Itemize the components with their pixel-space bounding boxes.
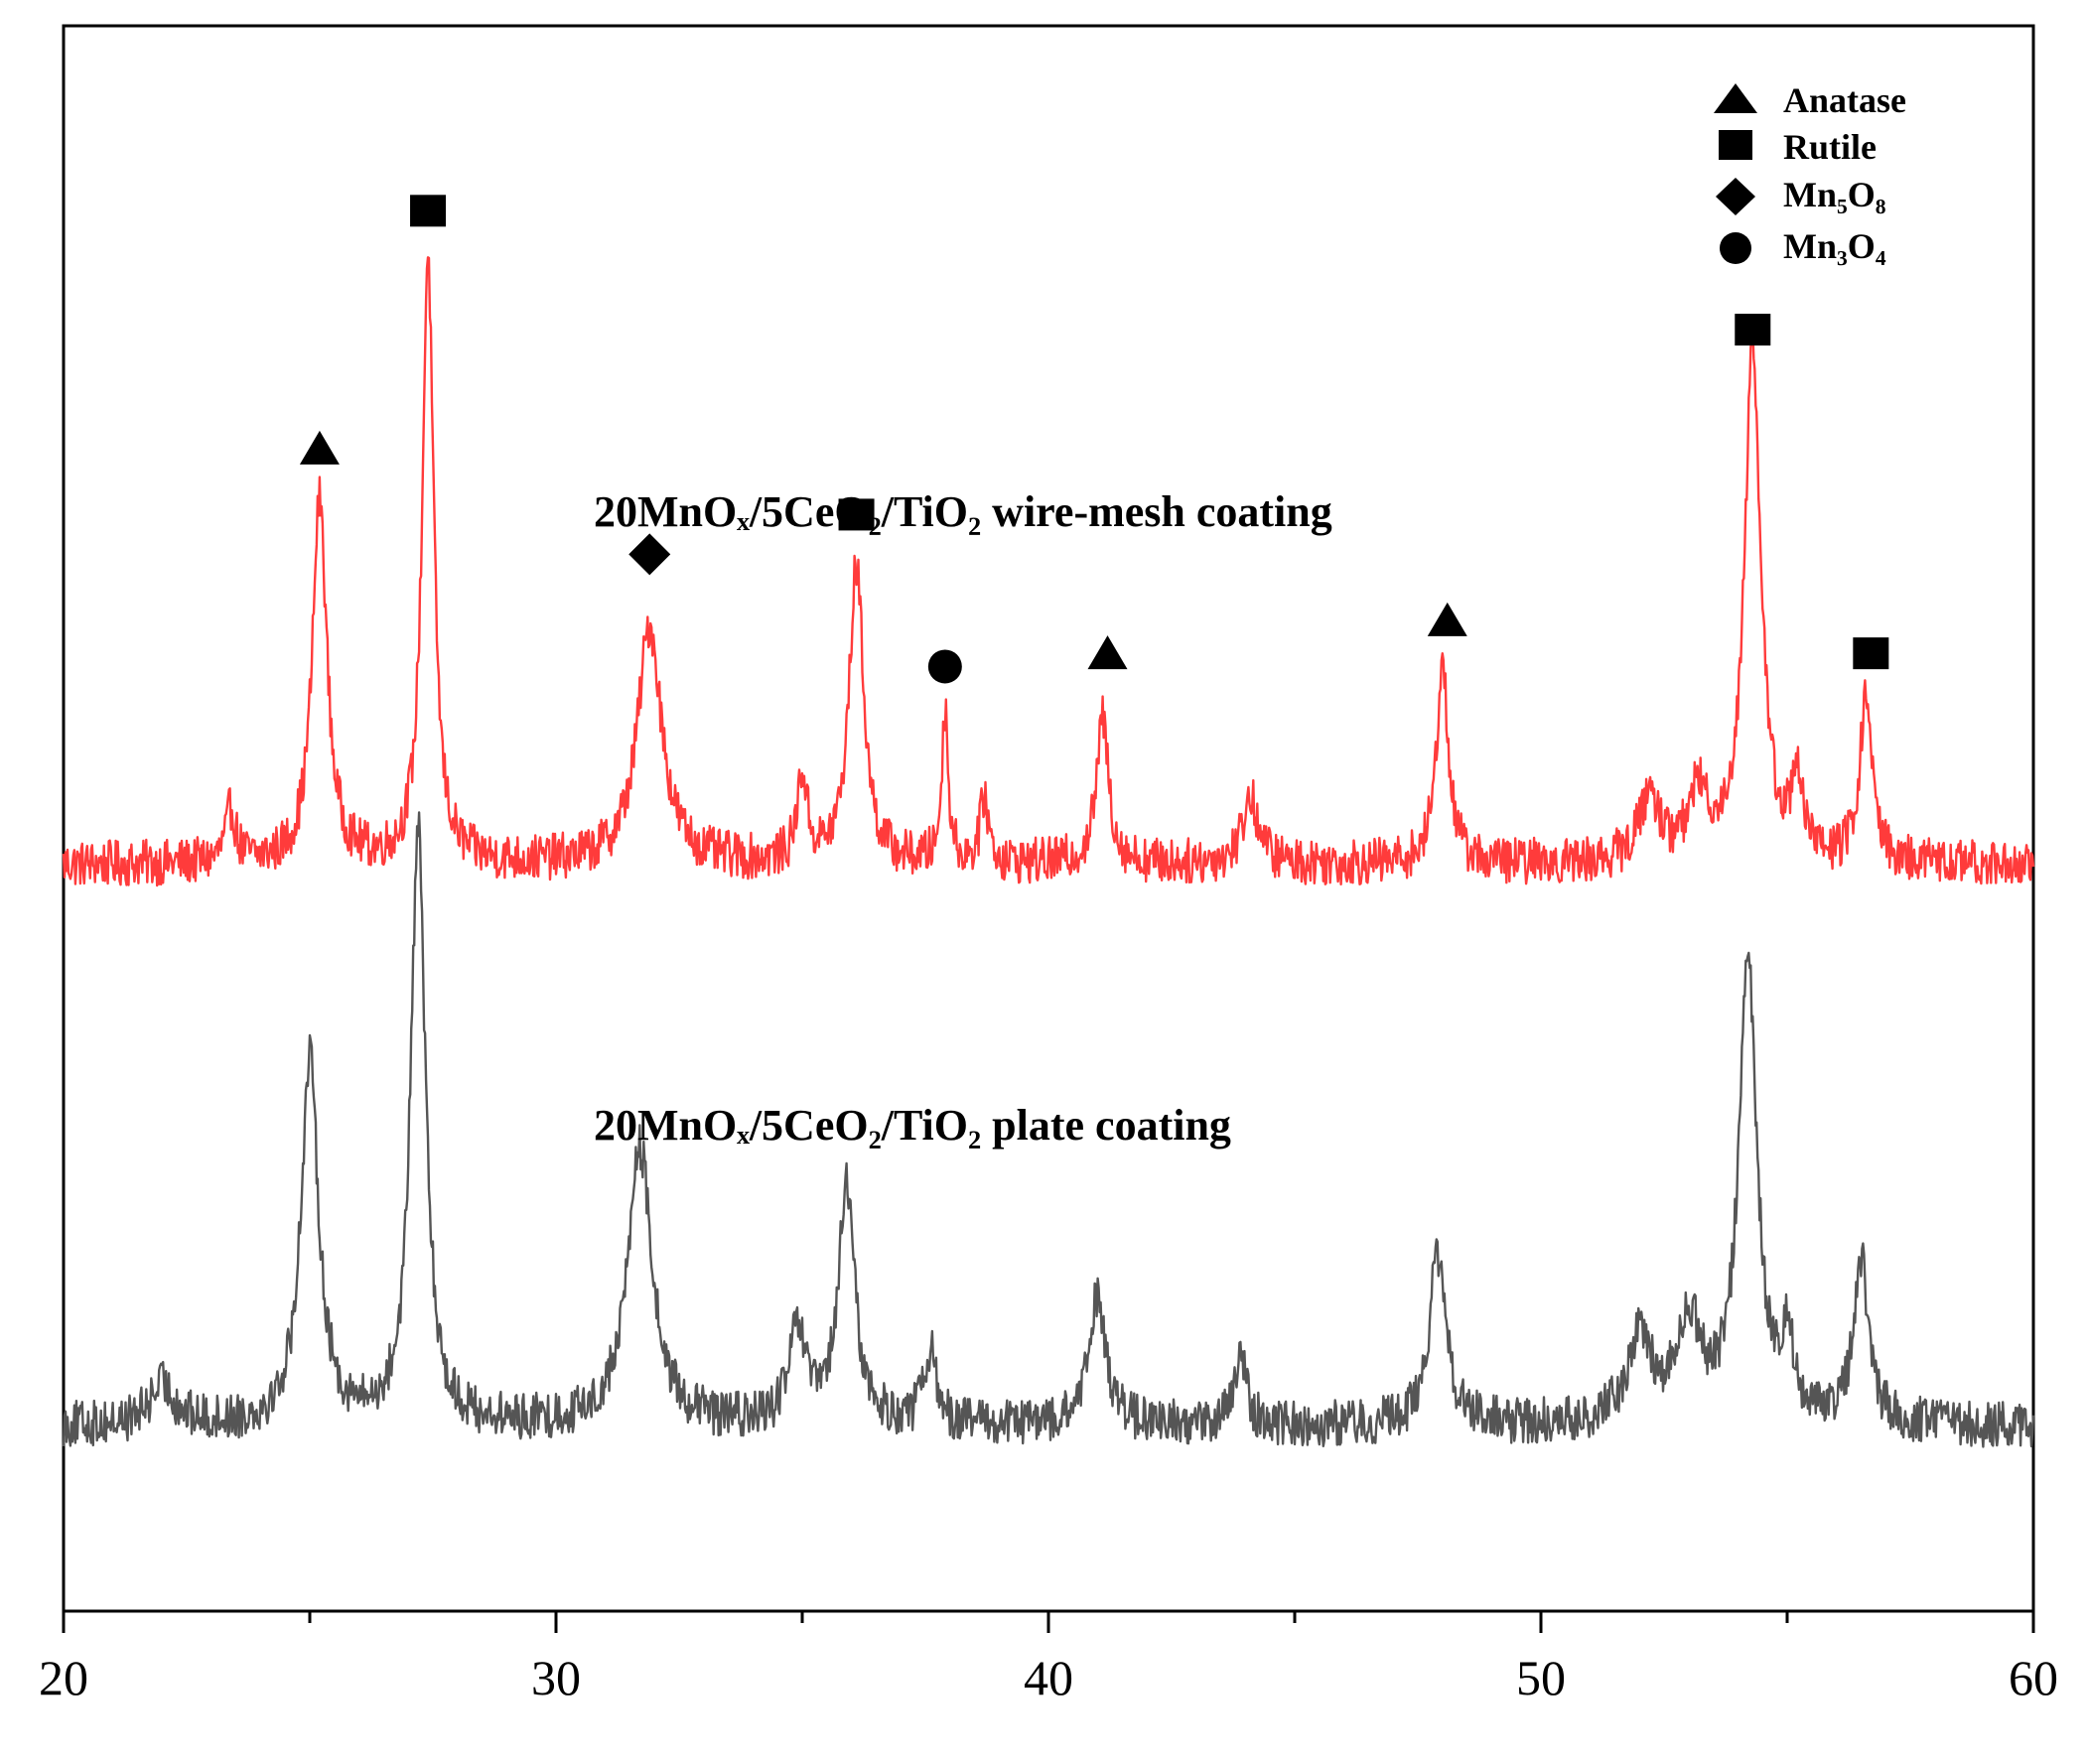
legend-circle-icon	[1720, 232, 1751, 264]
legend-label-rutile: Rutile	[1783, 127, 1877, 167]
x-tick-label-60: 60	[2009, 1650, 2058, 1705]
legend-diamond-icon	[1716, 178, 1755, 215]
peak-marker-triangle-6	[1427, 602, 1467, 636]
x-tick-label-50: 50	[1516, 1650, 1566, 1705]
series-layer	[62, 256, 2035, 1448]
peak-marker-diamond-2	[628, 533, 671, 576]
peak-marker-square-7	[1735, 314, 1771, 346]
peak-marker-circle-4	[927, 649, 962, 684]
peak-markers	[299, 195, 1889, 684]
peak-marker-square-8	[1853, 637, 1889, 670]
legend-square-icon	[1719, 130, 1752, 160]
series-line-plate	[62, 811, 2035, 1448]
legend: Anatase Rutile Mn₅O₈ Mn₃O₄	[1714, 80, 1906, 266]
x-tick-label-20: 20	[39, 1650, 88, 1705]
legend-label-anatase: Anatase	[1783, 80, 1906, 120]
series-line-wire-mesh	[62, 256, 2035, 887]
peak-marker-triangle-0	[299, 430, 340, 465]
x-tick-label-30: 30	[531, 1650, 581, 1705]
x-ticks: 20 30 40 50 60	[39, 1611, 2058, 1705]
x-tick-label-40: 40	[1024, 1650, 1073, 1705]
series-label-plate: 20MnOₓ/5CeO₂/TiO₂ plate coating	[594, 1101, 1231, 1150]
peak-marker-square-3	[838, 498, 875, 531]
legend-label-mn3o4: Mn₃O₄	[1783, 226, 1886, 266]
legend-label-mn5o8: Mn₅O₈	[1783, 175, 1886, 214]
peak-marker-triangle-5	[1087, 635, 1128, 670]
peak-marker-square-1	[410, 195, 447, 227]
series-label-wire-mesh: 20MnOₓ/5CeO₂/TiO₂ wire-mesh coating	[594, 487, 1332, 536]
legend-triangle-icon	[1714, 83, 1757, 113]
